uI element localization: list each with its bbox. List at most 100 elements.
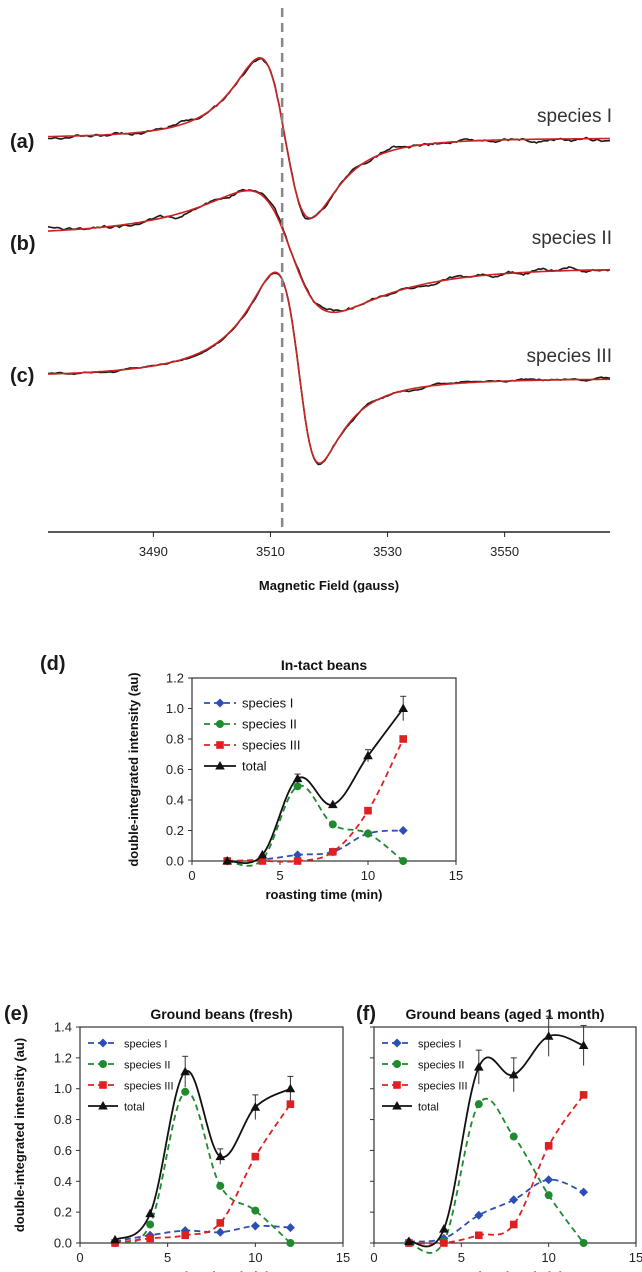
legend-label: total: [242, 759, 267, 774]
series-line-species-i: [227, 829, 404, 862]
data-point-species-iii: [216, 1219, 225, 1227]
data-point-species-iii: [364, 806, 372, 815]
panel-label: (d): [40, 653, 66, 675]
legend: species I species II species III total: [88, 1038, 174, 1114]
data-point-total: [250, 1102, 261, 1111]
data-point-species-ii: [286, 1239, 295, 1247]
series-species-i: [404, 1175, 589, 1246]
plot-area-frame: [373, 1026, 637, 1244]
legend-marker-total: [392, 1101, 402, 1110]
legend-label: species III: [418, 1081, 468, 1093]
legend-marker-total: [215, 761, 225, 770]
chart-e: (e) Ground beans (fresh) 0.0 0.2 0.4 0.6 0.8 1.…: [4, 1003, 350, 1272]
data-point-species-i: [250, 1221, 260, 1231]
series-line-species-i: [408, 1178, 584, 1243]
epr-trace-species-ii: [47, 188, 611, 314]
epr-panel-label: (c): [10, 365, 34, 387]
chart-title: Ground beans (aged 1 month): [405, 1006, 604, 1022]
legend-label: total: [124, 1102, 145, 1114]
y-tick-label: 0.2: [54, 1205, 72, 1220]
data-point-total: [180, 1066, 190, 1076]
data-point-species-iii: [286, 1100, 295, 1108]
x-tick-label: 10: [541, 1250, 555, 1265]
legend-marker-species-iii: [216, 741, 224, 749]
data-point-species-ii: [544, 1191, 553, 1200]
data-point-species-iii: [399, 735, 407, 743]
legend-marker-species-i: [392, 1038, 402, 1048]
series-species-i: [222, 826, 408, 866]
legend-label: species I: [124, 1039, 167, 1051]
x-tick-label: 15: [449, 868, 463, 883]
data-point-species-iii: [329, 848, 337, 856]
data-point-species-iii: [258, 857, 267, 865]
y-axis-title: double-integrated intensity (au): [12, 1038, 27, 1232]
y-tick-label: 0.4: [54, 1174, 72, 1189]
legend: species I species II species III total: [204, 696, 301, 774]
series-species-iii: [405, 1091, 588, 1247]
data-point-species-iii: [579, 1091, 588, 1099]
epr-x-tick-label: 3530: [373, 544, 402, 559]
series-total: [110, 1055, 296, 1244]
x-tick-label: 5: [164, 1250, 171, 1265]
y-tick-label: 0.0: [166, 854, 184, 869]
data-point-species-i: [398, 826, 408, 835]
data-point-total: [404, 1236, 414, 1245]
y-tick-label: 0.0: [54, 1236, 72, 1251]
y-tick-label: 1.4: [54, 1020, 72, 1035]
legend-label: species II: [242, 717, 297, 732]
data-point-total: [145, 1208, 155, 1218]
data-point-species-ii: [251, 1206, 260, 1215]
data-point-species-iii: [440, 1239, 448, 1247]
x-axis-title: roasting time (min): [153, 1269, 270, 1272]
data-point-species-ii: [509, 1132, 518, 1141]
epr-data-line-species-ii: [47, 188, 611, 312]
legend-label: species I: [418, 1039, 461, 1051]
data-point-species-ii: [399, 857, 408, 865]
y-tick-label: 1.0: [54, 1081, 72, 1096]
series-species-iii: [111, 1100, 295, 1247]
legend-marker-total: [98, 1101, 108, 1110]
data-point-total: [222, 856, 232, 865]
series-line-species-ii: [114, 1090, 292, 1244]
x-tick-label: 15: [629, 1250, 642, 1265]
x-tick-label: 0: [370, 1250, 377, 1265]
legend-label: total: [418, 1102, 439, 1114]
panel-label: (f): [356, 1003, 376, 1025]
data-point-species-i: [285, 1223, 295, 1233]
x-axis-title: roasting time (min): [265, 887, 382, 902]
epr-species-label: species II: [532, 228, 612, 249]
data-point-total: [285, 1083, 296, 1093]
series-line-total: [114, 1070, 291, 1241]
epr-species-label: species III: [526, 346, 612, 367]
epr-trace-species-i: [48, 56, 611, 220]
data-point-species-i: [509, 1195, 519, 1205]
x-tick-label: 15: [336, 1250, 350, 1265]
y-tick-label: 1.0: [166, 701, 184, 716]
y-tick-label: 0.8: [54, 1112, 72, 1127]
data-point-species-iii: [293, 857, 302, 865]
data-point-total: [328, 799, 338, 809]
data-point-species-iii: [544, 1142, 553, 1150]
series-species-ii: [404, 1097, 588, 1254]
data-point-species-ii: [579, 1239, 588, 1247]
data-point-total: [257, 849, 268, 859]
y-tick-label: 0.8: [166, 732, 184, 747]
data-point-species-ii: [293, 782, 302, 791]
data-point-species-iii: [146, 1234, 154, 1243]
legend-label: species II: [124, 1060, 170, 1072]
data-point-species-ii: [474, 1100, 483, 1109]
chart-f: (f) Ground beans (aged 1 month) 0 5 10 15 roas…: [356, 1003, 642, 1272]
epr-x-tick-label: 3490: [139, 544, 168, 559]
data-point-total: [578, 1040, 589, 1050]
data-point-species-iii: [181, 1231, 189, 1240]
epr-x-axis-title: Magnetic Field (gauss): [259, 578, 399, 593]
data-point-species-i: [293, 850, 303, 860]
x-tick-label: 0: [76, 1250, 83, 1265]
data-point-total: [439, 1224, 449, 1233]
legend-marker-species-i: [215, 698, 225, 708]
data-point-species-ii: [216, 1181, 225, 1190]
legend-label: species I: [242, 696, 293, 711]
epr-x-tick-label: 3510: [256, 544, 285, 559]
epr-trace-species-iii: [47, 271, 611, 466]
